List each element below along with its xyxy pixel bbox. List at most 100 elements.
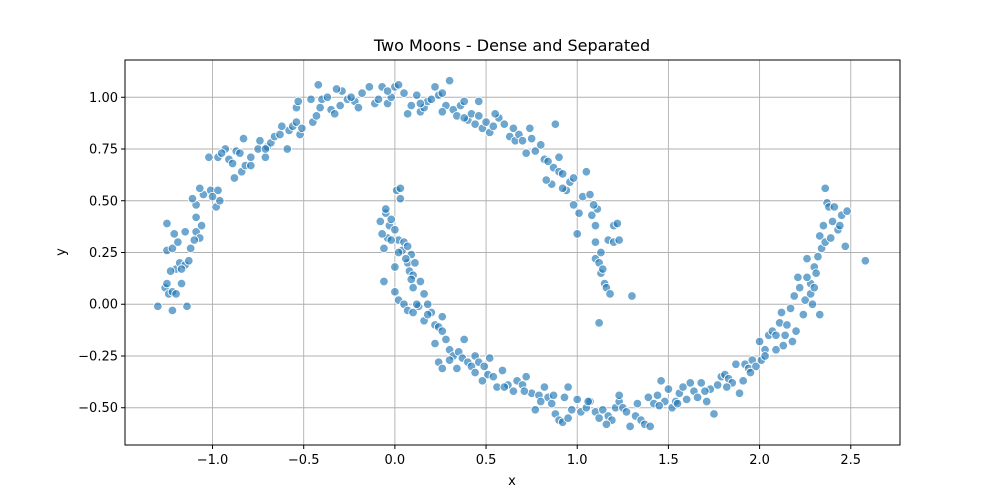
data-point: [444, 75, 455, 86]
data-point: [235, 148, 245, 158]
data-point: [399, 88, 409, 98]
data-point: [474, 111, 484, 121]
data-point: [488, 371, 499, 382]
data-point: [557, 183, 568, 194]
data-point: [598, 264, 608, 274]
data-point: [479, 361, 489, 372]
data-point: [180, 227, 190, 237]
data-point: [315, 102, 325, 113]
data-point: [625, 421, 635, 432]
data-point: [282, 144, 293, 154]
data-point: [672, 398, 683, 409]
data-point: [444, 355, 455, 365]
data-point: [508, 123, 519, 134]
data-point: [437, 88, 448, 98]
data-point: [793, 272, 803, 283]
data-point: [789, 291, 799, 301]
data-point: [802, 272, 812, 283]
y-axis-label: y: [54, 248, 69, 256]
data-point: [815, 231, 825, 241]
data-point: [568, 200, 579, 210]
x-tick-label: 1.5: [658, 453, 679, 468]
data-point: [335, 100, 345, 111]
data-point: [539, 382, 550, 392]
data-point: [167, 243, 178, 254]
data-point: [745, 367, 756, 378]
data-point: [825, 233, 836, 243]
data-point: [543, 156, 553, 167]
data-point: [546, 398, 557, 409]
data-point: [581, 167, 592, 177]
data-point: [712, 380, 723, 390]
data-point: [652, 390, 663, 401]
x-tick-label: 2.5: [840, 453, 861, 468]
data-point: [567, 405, 577, 415]
data-point: [731, 359, 741, 370]
data-point: [598, 405, 608, 415]
data-point: [678, 382, 688, 392]
data-point: [474, 96, 484, 107]
data-point: [815, 309, 825, 320]
y-tick-label: 0.00: [89, 298, 118, 313]
data-point: [574, 208, 584, 218]
data-point: [517, 135, 528, 146]
data-point: [590, 220, 601, 231]
data-point: [229, 173, 240, 183]
data-point: [594, 318, 604, 328]
data-point: [548, 390, 559, 401]
data-point: [627, 291, 637, 301]
data-point: [402, 241, 413, 252]
data-point: [590, 237, 601, 247]
data-point: [406, 274, 417, 285]
data-point: [807, 299, 818, 309]
data-point: [829, 202, 840, 212]
data-point: [430, 82, 440, 92]
data-point: [782, 320, 792, 330]
data-point: [415, 276, 426, 287]
data-point: [802, 253, 812, 264]
y-axis-ticks: −0.50 −0.25 0.00 0.25 0.50 0.75 1.00: [78, 91, 125, 416]
data-point: [654, 400, 665, 411]
x-tick-label: 1.0: [567, 453, 588, 468]
data-point: [246, 160, 256, 171]
data-point: [176, 264, 187, 274]
data-point: [536, 396, 546, 407]
data-point: [215, 196, 225, 206]
data-point: [470, 119, 480, 129]
data-point: [346, 92, 356, 103]
data-point: [173, 237, 183, 247]
data-point: [643, 392, 654, 403]
data-point: [176, 278, 187, 289]
data-point: [696, 378, 706, 388]
data-point: [800, 295, 810, 305]
data-point: [700, 386, 710, 396]
data-point: [322, 92, 333, 103]
data-point: [386, 235, 396, 245]
data-point: [632, 398, 643, 409]
data-point: [645, 421, 655, 432]
data-point: [401, 253, 411, 264]
data-point: [521, 371, 531, 382]
data-point: [238, 133, 249, 144]
data-point: [818, 220, 829, 231]
data-point: [780, 330, 790, 341]
data-point: [313, 80, 324, 90]
data-point: [329, 109, 340, 119]
data-points: [153, 75, 871, 432]
grid-lines: [125, 60, 900, 445]
data-point: [412, 299, 422, 309]
data-point: [709, 409, 719, 419]
data-point: [550, 119, 561, 129]
x-tick-label: 2.0: [749, 453, 770, 468]
data-point: [614, 390, 624, 401]
data-point: [557, 169, 568, 179]
data-point: [751, 361, 761, 372]
data-point: [437, 363, 448, 374]
data-point: [395, 183, 406, 194]
data-point: [787, 336, 798, 347]
data-point: [681, 394, 692, 405]
data-point: [572, 229, 582, 239]
data-point: [184, 256, 194, 266]
data-point: [441, 334, 451, 345]
x-axis-ticks: −1.0 −0.5 0.0 0.5 1.0 1.5 2.0 2.5: [197, 445, 861, 468]
